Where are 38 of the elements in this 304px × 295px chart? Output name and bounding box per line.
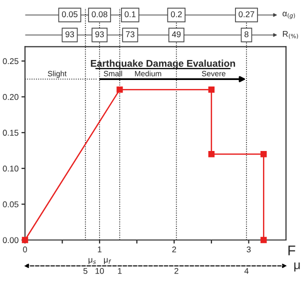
text: μ$_{s}$ <box>88 258 96 264</box>
text: 93 <box>66 31 74 38</box>
x-tick-label: 2 <box>172 246 176 252</box>
text: 5 <box>83 268 88 274</box>
x-tick-label: 0 <box>23 246 27 252</box>
y-tick-label: 0.10 <box>2 166 18 172</box>
point <box>116 86 123 93</box>
text: 8 <box>244 31 248 38</box>
annotation: Earthquake Damage Evaluation <box>90 60 236 69</box>
text: 4 <box>244 268 249 274</box>
y-tick-label: 0.15 <box>2 130 18 136</box>
text: 0.05 <box>62 11 78 18</box>
text: 0.2 <box>170 11 182 18</box>
point <box>260 236 267 244</box>
point <box>208 86 215 93</box>
text: 0.1 <box>124 11 136 18</box>
text: 0.08 <box>92 11 108 18</box>
y-tick-label: 0.20 <box>2 94 18 100</box>
text: 0.27 <box>238 11 254 18</box>
y-tick-label: 0.00 <box>2 237 18 244</box>
text: R$_{(%)}$ <box>282 31 298 39</box>
y-tick-label: 0.05 <box>2 201 18 208</box>
text: 73 <box>126 31 134 38</box>
point <box>208 150 215 158</box>
text: 10 <box>96 268 104 274</box>
text: 1 <box>118 268 122 274</box>
x-tick-label: 3 <box>246 246 251 252</box>
x-axis-title: F <box>288 246 296 256</box>
point <box>22 236 28 244</box>
y-tick-label: 0.25 <box>2 58 18 64</box>
text: α$_{(g)}$ <box>282 12 295 19</box>
text: μ <box>294 262 300 272</box>
text: 93 <box>95 31 104 38</box>
x-tick-label: 1 <box>98 246 102 252</box>
text: μ$_{f}$ <box>104 258 112 264</box>
text: 49 <box>172 31 181 38</box>
point <box>260 150 267 158</box>
text: 2 <box>174 268 178 274</box>
